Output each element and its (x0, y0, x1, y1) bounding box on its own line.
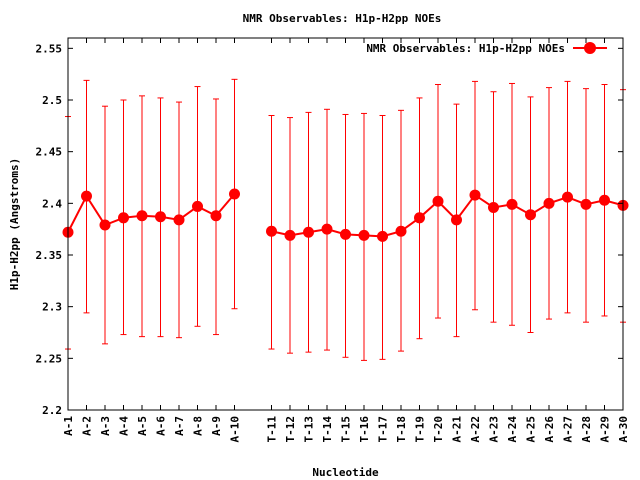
x-tick-label: T-17 (377, 416, 390, 443)
y-tick-label: 2.35 (36, 249, 63, 262)
x-tick-label: T-19 (414, 416, 427, 443)
y-tick-label: 2.3 (42, 301, 62, 314)
x-tick-label: T-12 (284, 416, 297, 443)
data-point (210, 210, 222, 222)
data-point (432, 195, 444, 207)
y-tick-label: 2.2 (42, 404, 62, 417)
x-tick-label: T-18 (395, 416, 408, 443)
x-tick-label: A-3 (99, 416, 112, 436)
data-point (321, 223, 333, 235)
x-tick-label: A-4 (118, 416, 131, 436)
series-line (67, 193, 236, 233)
data-point (580, 198, 592, 210)
data-point (358, 229, 370, 241)
x-tick-label: A-10 (229, 416, 242, 443)
x-tick-label: A-26 (543, 416, 556, 443)
data-point (488, 201, 499, 213)
data-point (99, 219, 111, 231)
x-tick-label: A-27 (562, 416, 575, 443)
x-tick-label: A-22 (469, 416, 482, 443)
y-tick-label: 2.5 (42, 94, 62, 107)
x-tick-label: A-21 (451, 416, 464, 443)
data-point (599, 194, 610, 206)
x-tick-label: A-29 (599, 416, 612, 443)
x-tick-label: A-5 (136, 416, 149, 436)
data-point (81, 190, 92, 202)
data-point (118, 212, 129, 224)
x-axis-label: Nucleotide (312, 466, 379, 479)
x-tick-label: A-9 (210, 416, 223, 436)
y-tick-label: 2.4 (42, 197, 62, 210)
x-tick-label: A-8 (192, 416, 205, 436)
x-tick-label: T-15 (340, 416, 353, 443)
x-tick-label: A-30 (617, 416, 630, 443)
x-tick-label: A-28 (580, 416, 593, 443)
y-tick-label: 2.55 (36, 42, 63, 55)
data-point (303, 226, 314, 238)
data-point (395, 225, 407, 237)
data-point (284, 229, 296, 241)
data-point (562, 191, 573, 203)
data-point (173, 214, 185, 226)
x-tick-label: A-24 (506, 416, 519, 443)
x-tick-label: A-6 (155, 416, 168, 436)
legend-marker (584, 42, 596, 54)
x-tick-label: T-20 (432, 416, 445, 443)
legend-label: NMR Observables: H1p-H2pp NOEs (366, 42, 565, 55)
x-tick-label: A-25 (525, 416, 538, 443)
x-tick-label: A-23 (488, 416, 501, 443)
data-point (451, 214, 462, 226)
chart-title: NMR Observables: H1p-H2pp NOEs (243, 12, 442, 25)
x-tick-label: T-13 (303, 416, 316, 443)
data-point (506, 198, 518, 210)
data-point (340, 228, 351, 240)
x-tick-label: A-7 (173, 416, 186, 436)
x-tick-label: T-16 (358, 416, 371, 443)
data-point (543, 197, 555, 209)
x-tick-label: A-1 (62, 416, 75, 436)
data-point (414, 212, 425, 224)
data-point (155, 211, 166, 223)
x-tick-label: T-14 (321, 416, 334, 443)
data-point (525, 209, 536, 221)
data-point (377, 230, 388, 242)
y-tick-label: 2.25 (36, 352, 63, 365)
data-point (266, 225, 277, 237)
y-tick-label: 2.45 (36, 146, 63, 159)
data-point (192, 200, 203, 212)
data-point (469, 189, 481, 201)
y-axis-label: H1p-H2pp (Angstroms) (8, 158, 21, 290)
axes: 2.2 2.25 2.3 2.35 2.4 2.45 2.5 2.55 A-1 A-2 A-3 A-4… (36, 38, 630, 443)
data-point (229, 188, 240, 200)
x-tick-label: A-2 (81, 416, 94, 436)
data-point (136, 210, 148, 222)
legend: NMR Observables: H1p-H2pp NOEs (366, 42, 607, 55)
plot-area (62, 78, 629, 361)
x-tick-label: T-11 (266, 416, 279, 443)
